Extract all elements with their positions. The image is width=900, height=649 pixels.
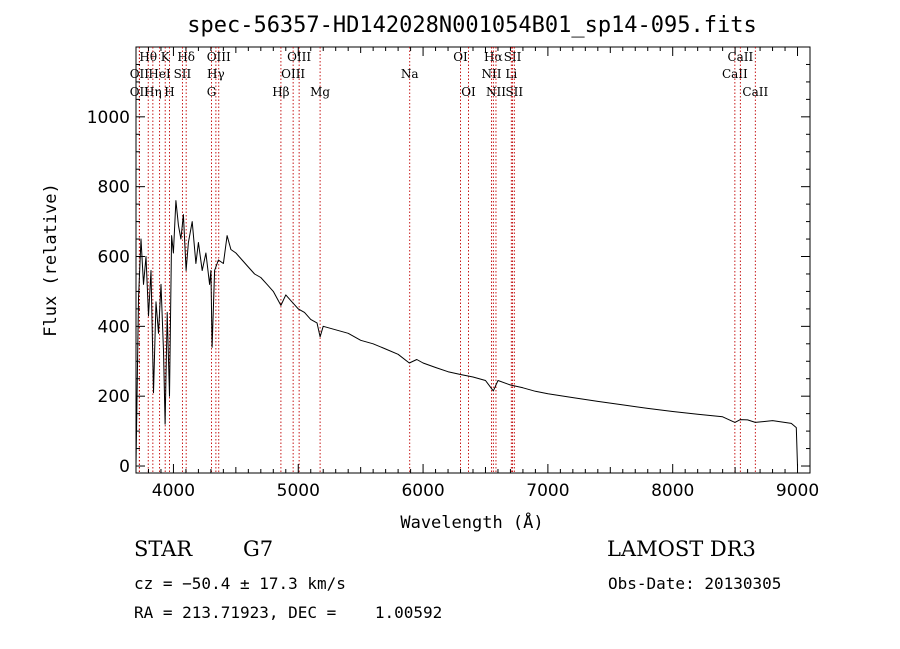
object-subclass: G7 [243,537,274,561]
y-tick-label: 400 [98,317,130,337]
marker-label: CaII [742,85,768,99]
marker-label: NII [481,67,501,81]
marker-label: Hα [484,50,503,64]
chart-title: spec-56357-HD142028N001054B01_sp14-095.f… [187,13,757,38]
marker-label: Hβ [272,85,289,99]
x-axis-label: Wavelength (Å) [400,511,543,533]
marker-label: Na [401,67,419,81]
marker-label: Li [505,67,517,81]
y-tick-label: 800 [98,178,130,198]
marker-label: OII [130,85,150,99]
marker-label: SII [504,50,522,64]
survey-name: LAMOST DR3 [607,537,756,561]
marker-label: H [164,85,174,99]
spectrum-chart: spec-56357-HD142028N001054B01_sp14-095.f… [41,13,819,533]
y-tick-label: 600 [98,248,130,268]
marker-label: NII [486,85,506,99]
marker-label: CaII [727,50,753,64]
marker-label: G [207,85,217,99]
x-tick-label: 8000 [651,481,694,501]
axis-ticks: 4000 5000 6000 7000 8000 9000 0 200 400 600 800 100… [87,47,819,501]
y-tick-label: 200 [98,387,130,407]
marker-label: Hη [144,85,162,99]
y-axis-label: Flux (relative) [41,183,61,337]
marker-label: Hδ [177,50,195,64]
marker-label: OII [130,67,150,81]
y-tick-label: 0 [119,457,130,477]
marker-label: SII [505,85,523,99]
y-tick-label: 1000 [87,108,130,128]
x-tick-label: 6000 [401,481,444,501]
marker-label: CaII [722,67,748,81]
marker-label: SII [174,67,192,81]
marker-label: OI [461,85,476,99]
spectrum-series [135,200,798,467]
observation-date: Obs-Date: 20130305 [608,574,782,593]
marker-label: OI [453,50,468,64]
x-tick-label: 9000 [776,481,819,501]
plot-frame [135,46,811,474]
marker-label: OIII [207,50,231,64]
marker-label: OIII [287,50,311,64]
redshift-cz: cz = −50.4 ± 17.3 km/s [134,574,346,593]
spectrum-line [135,200,798,467]
ra-dec: RA = 213.71923, DEC = 1.00592 [134,603,443,622]
x-tick-label: 4000 [152,481,195,501]
marker-label: Mg [310,85,330,99]
marker-label: Hθ [139,50,157,64]
object-class: STAR [134,537,193,561]
marker-label: K [161,50,171,64]
marker-label: Hγ [207,67,225,81]
x-tick-label: 7000 [526,481,569,501]
marker-label: OIII [281,67,305,81]
x-tick-label: 5000 [277,481,320,501]
marker-label: HeI [148,67,171,81]
